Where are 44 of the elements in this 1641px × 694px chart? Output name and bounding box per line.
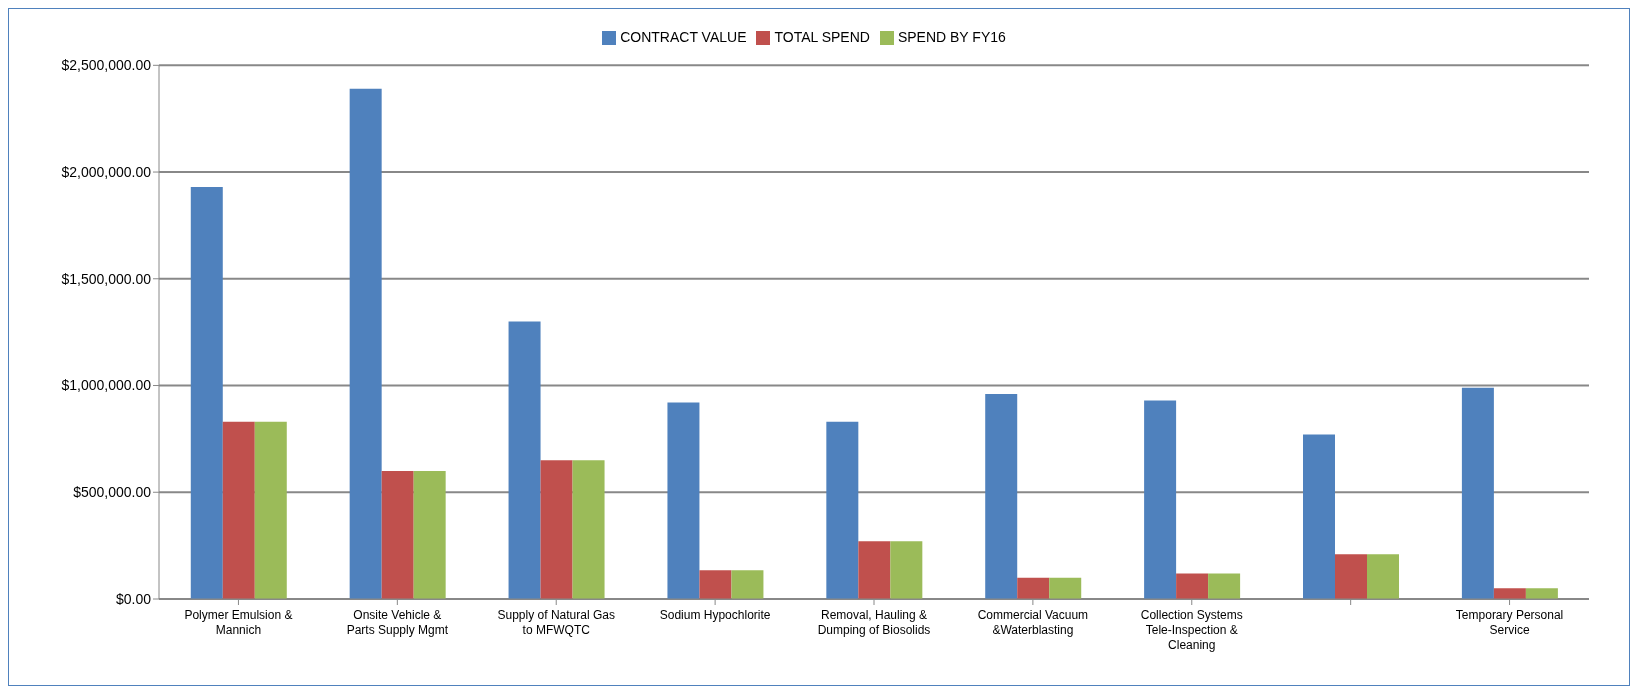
- x-tick-label: Sodium Hypochlorite: [659, 608, 771, 622]
- bar: [858, 541, 891, 599]
- bar: [731, 570, 764, 599]
- bar: [1176, 573, 1209, 599]
- bar: [190, 186, 223, 599]
- bar: [349, 88, 382, 599]
- bar: [699, 570, 732, 599]
- bar: [381, 470, 414, 599]
- bar: [1525, 588, 1558, 599]
- y-tick-label: $2,000,000.00: [61, 164, 152, 181]
- bar: [1335, 554, 1367, 599]
- x-tick-label: Removal, Hauling & Dumping of Biosolids: [817, 608, 931, 637]
- bar: [572, 460, 605, 599]
- x-tick-label: Supply of Natural Gas to MFWQTC: [497, 608, 615, 637]
- bar: [1493, 588, 1526, 599]
- bar: [1144, 400, 1177, 599]
- bar: [1208, 573, 1241, 599]
- y-tick-label: $500,000.00: [73, 484, 152, 501]
- bar: [254, 421, 287, 599]
- bar: [890, 541, 923, 599]
- x-tick-label: Polymer Emulsion & Mannich: [184, 608, 293, 637]
- x-tick-label: Commercial Vacuum &Waterblasting: [977, 608, 1089, 637]
- bar: [985, 394, 1018, 599]
- x-tick-label: Temporary Personal Service: [1455, 608, 1564, 637]
- bar: [1303, 434, 1335, 599]
- y-tick-label: $0.00: [115, 590, 152, 607]
- bar: [1461, 387, 1494, 599]
- x-tick-label: Collection Systems Tele-Inspection & Cleaning: [1140, 608, 1243, 652]
- bar: [1017, 577, 1050, 599]
- legend-label: CONTRACT VALUE: [620, 29, 747, 45]
- bar: [508, 321, 541, 599]
- bar: [540, 460, 573, 599]
- bar: [826, 421, 859, 599]
- y-tick-label: $1,500,000.00: [61, 270, 152, 287]
- x-tick-label: Onsite Vehicle & Parts Supply Mgmt: [346, 608, 449, 637]
- bar: [1049, 577, 1082, 599]
- bar: [413, 470, 446, 599]
- bar: [1367, 554, 1399, 599]
- legend-label: TOTAL SPEND: [774, 29, 870, 45]
- bar: [667, 402, 700, 599]
- legend-label: SPEND BY FY16: [897, 29, 1006, 45]
- bar: [222, 421, 255, 599]
- y-tick-label: $1,000,000.00: [61, 377, 152, 394]
- y-tick-label: $2,500,000.00: [61, 57, 152, 74]
